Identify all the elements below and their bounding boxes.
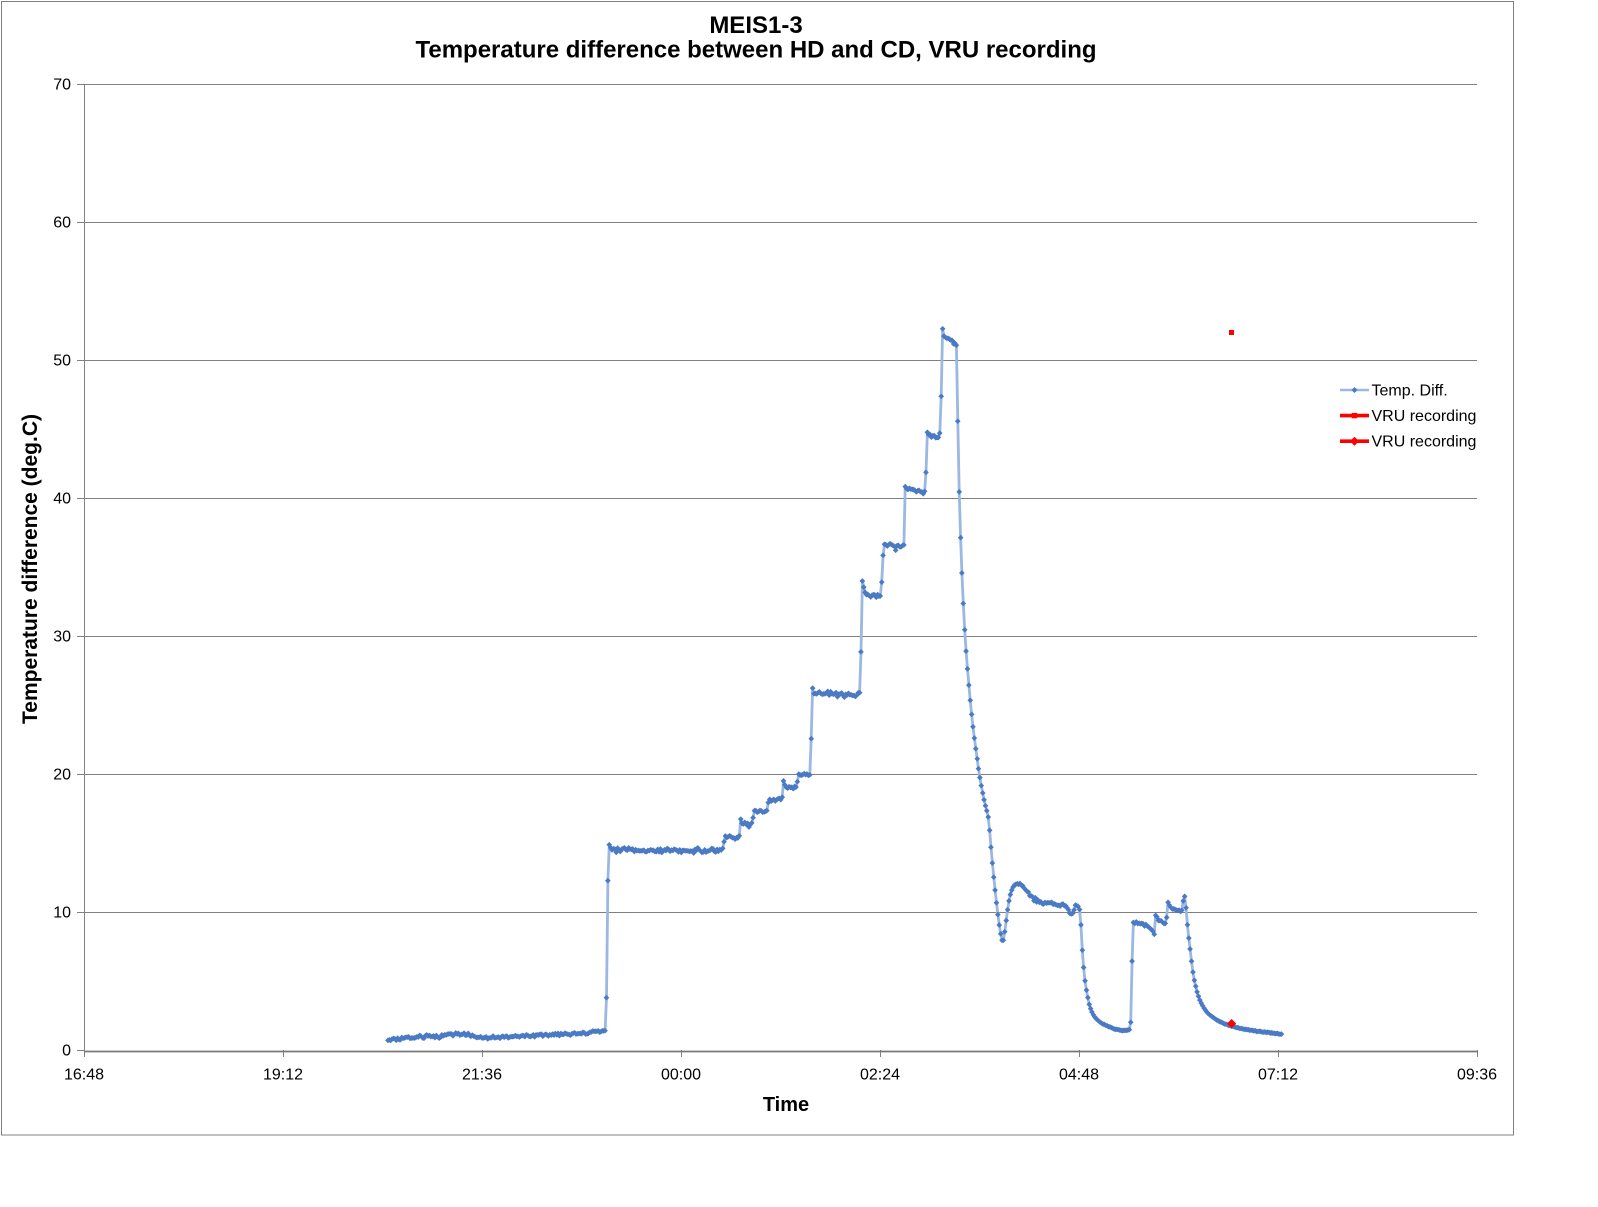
svg-text:Temp. Diff.: Temp. Diff. (1372, 383, 1448, 400)
svg-text:40: 40 (53, 490, 71, 507)
svg-text:VRU recording: VRU recording (1372, 408, 1477, 425)
svg-text:70: 70 (53, 76, 71, 93)
svg-text:0: 0 (62, 1042, 71, 1059)
svg-text:16:48: 16:48 (64, 1067, 104, 1084)
svg-text:07:12: 07:12 (1258, 1067, 1298, 1084)
svg-text:30: 30 (53, 628, 71, 645)
svg-text:Temperature difference between: Temperature difference between HD and CD… (415, 37, 1096, 64)
svg-text:VRU recording: VRU recording (1372, 434, 1477, 451)
svg-text:00:00: 00:00 (661, 1067, 701, 1084)
svg-text:19:12: 19:12 (263, 1067, 303, 1084)
svg-text:09:36: 09:36 (1457, 1067, 1497, 1084)
svg-text:50: 50 (53, 352, 71, 369)
svg-text:10: 10 (53, 904, 71, 921)
svg-text:02:24: 02:24 (860, 1067, 900, 1084)
svg-text:Temperature difference (deg.C): Temperature difference (deg.C) (19, 414, 42, 724)
svg-text:04:48: 04:48 (1059, 1067, 1099, 1084)
svg-text:21:36: 21:36 (462, 1067, 502, 1084)
svg-text:20: 20 (53, 766, 71, 783)
svg-text:60: 60 (53, 214, 71, 231)
svg-text:Time: Time (763, 1094, 809, 1116)
svg-text:MEIS1-3: MEIS1-3 (709, 12, 802, 39)
